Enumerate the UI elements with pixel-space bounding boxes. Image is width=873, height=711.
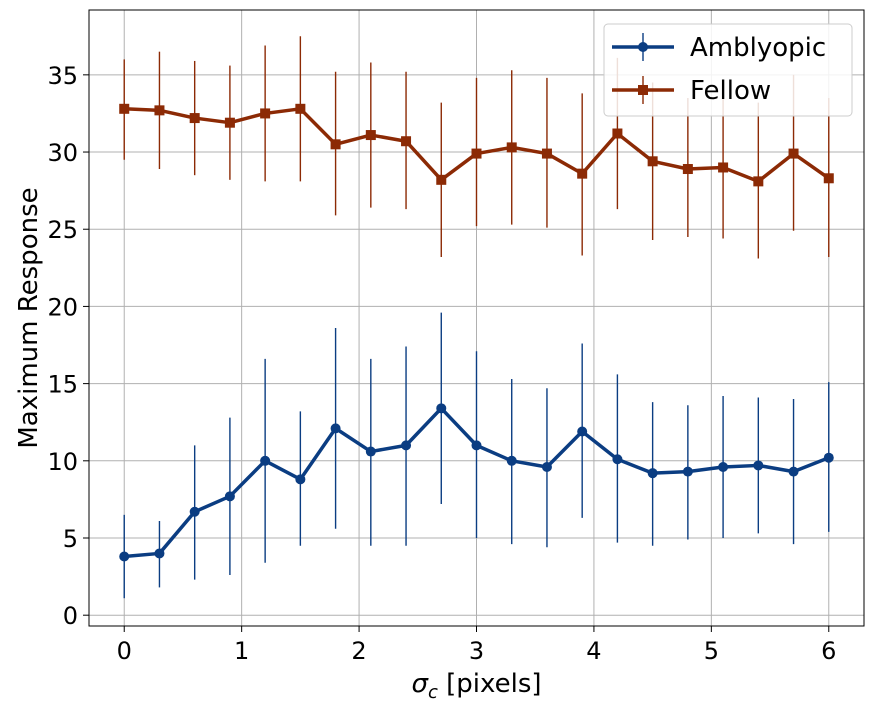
- y-axis-label: Maximum Response: [14, 187, 44, 448]
- data-point-fellow: [224, 117, 235, 128]
- data-point-amblyopic: [189, 506, 200, 517]
- data-point-amblyopic: [436, 403, 447, 414]
- x-axis-label-subscript: c: [428, 682, 438, 703]
- data-point-fellow: [577, 168, 588, 179]
- data-point-amblyopic: [154, 548, 165, 559]
- data-point-fellow: [788, 148, 799, 159]
- x-tick-label: 2: [351, 637, 366, 665]
- x-tick-label: 1: [234, 637, 249, 665]
- data-point-amblyopic: [365, 446, 376, 457]
- x-tick-label: 5: [704, 637, 719, 665]
- data-point-amblyopic: [401, 440, 412, 451]
- legend-label-amblyopic: Amblyopic: [690, 33, 826, 63]
- y-tick-label: 5: [63, 525, 78, 553]
- series-amblyopic: [119, 312, 834, 599]
- x-tick-label: 4: [586, 637, 601, 665]
- data-point-amblyopic: [224, 491, 235, 502]
- x-tick-label: 3: [469, 637, 484, 665]
- data-point-fellow: [189, 113, 200, 124]
- data-point-amblyopic: [647, 468, 658, 479]
- y-tick-label: 35: [47, 62, 78, 90]
- data-point-amblyopic: [753, 460, 764, 471]
- data-point-amblyopic: [506, 455, 517, 466]
- data-point-fellow: [330, 139, 341, 150]
- data-point-fellow: [718, 162, 729, 173]
- data-point-amblyopic: [330, 423, 341, 434]
- data-point-amblyopic: [718, 461, 729, 472]
- data-point-fellow: [753, 176, 764, 187]
- data-point-fellow: [119, 103, 130, 114]
- data-point-fellow: [506, 142, 517, 153]
- data-point-fellow: [823, 173, 834, 184]
- y-tick-label: 0: [63, 602, 78, 630]
- data-point-fellow: [541, 148, 552, 159]
- legend-entry-amblyopic: Amblyopic: [612, 33, 826, 63]
- legend-entry-fellow: Fellow: [612, 76, 771, 106]
- data-point-amblyopic: [471, 440, 482, 451]
- data-point-amblyopic: [612, 454, 623, 465]
- data-point-amblyopic: [577, 426, 588, 437]
- data-point-fellow: [647, 156, 658, 167]
- y-tick-label: 20: [47, 293, 78, 321]
- data-point-fellow: [401, 136, 412, 147]
- ticks: 0 1 2 3 4 5 6 0 5 10 15 20 25 30 35: [47, 62, 836, 665]
- legend-label-fellow: Fellow: [690, 76, 771, 106]
- x-axis-label-rest: [pixels]: [438, 669, 542, 699]
- x-tick-label: 6: [821, 637, 836, 665]
- data-point-fellow: [154, 105, 165, 116]
- data-point-fellow: [682, 164, 693, 175]
- data-point-amblyopic: [541, 461, 552, 472]
- data-point-fellow: [612, 128, 623, 139]
- data-point-amblyopic: [788, 466, 799, 477]
- data-point-fellow: [471, 148, 482, 159]
- data-point-amblyopic: [260, 455, 271, 466]
- x-axis-label-symbol: σ: [411, 669, 429, 699]
- data-point-amblyopic: [682, 466, 693, 477]
- data-point-amblyopic: [823, 452, 834, 463]
- y-tick-label: 25: [47, 216, 78, 244]
- data-point-amblyopic: [295, 474, 306, 485]
- legend-marker-amblyopic: [638, 42, 648, 52]
- legend: Amblyopic Fellow: [603, 23, 853, 117]
- data-point-amblyopic: [119, 551, 130, 562]
- data-point-fellow: [260, 108, 271, 119]
- data-point-fellow: [365, 130, 376, 141]
- data-point-fellow: [295, 103, 306, 114]
- x-axis-label: σc [pixels]: [411, 669, 541, 703]
- y-tick-label: 15: [47, 371, 78, 399]
- y-tick-label: 10: [47, 448, 78, 476]
- x-tick-label: 0: [117, 637, 132, 665]
- data-point-fellow: [436, 174, 447, 185]
- legend-marker-fellow: [638, 85, 648, 95]
- y-tick-label: 30: [47, 139, 78, 167]
